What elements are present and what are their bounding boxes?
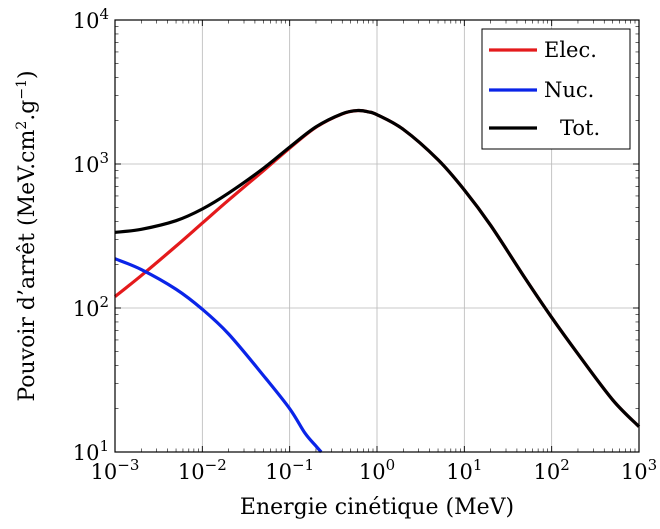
series-line-tot	[114, 108, 641, 428]
x-tick-label: 10−3	[91, 456, 140, 484]
x-axis-label: Energie cinétique (MeV)	[240, 495, 514, 520]
legend-label-nuc: Nuc.	[544, 78, 594, 102]
y-tick-label: 103	[73, 149, 109, 177]
y-tick-labels: 101 102 103 104	[73, 5, 109, 465]
major-ticks	[114, 19, 640, 453]
x-tick-label: 101	[446, 456, 482, 484]
y-tick-label: 101	[73, 437, 109, 465]
y-tick-label: 102	[73, 293, 109, 321]
y-tick-label: 104	[73, 5, 109, 33]
legend-label-elec: Elec.	[544, 38, 597, 62]
legend-label-tot: Tot.	[560, 116, 600, 140]
plot-series	[113, 108, 641, 454]
legend: Elec. Nuc. Tot.	[481, 28, 631, 150]
x-tick-label: 100	[359, 456, 395, 484]
x-tick-label: 10−1	[265, 456, 314, 484]
series-line-nuc	[114, 257, 323, 454]
x-tick-label: 102	[534, 456, 570, 484]
y-axis-label: Pouvoir d’arrêt (MeV.cm2.g−1)	[14, 70, 40, 401]
grid	[115, 20, 639, 452]
x-tick-label: 103	[621, 456, 657, 484]
x-tick-labels: 10−3 10−2 10−1 100 101 102 103	[91, 456, 658, 484]
x-tick-label: 10−2	[178, 456, 227, 484]
